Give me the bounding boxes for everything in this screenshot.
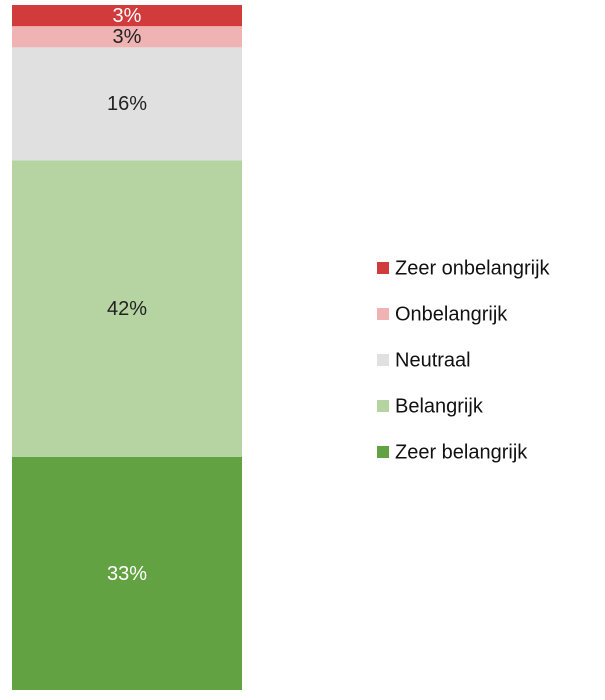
legend-text: Neutraal <box>395 349 471 371</box>
legend-swatch <box>377 400 389 412</box>
legend-swatch <box>377 262 389 274</box>
data-label: 3% <box>113 26 142 48</box>
legend-text: Onbelangrijk <box>395 303 508 325</box>
legend-swatch <box>377 446 389 458</box>
legend-text: Zeer belangrijk <box>395 441 528 463</box>
legend-swatch <box>377 308 389 320</box>
bar-segment <box>12 5 242 27</box>
data-label: 16% <box>107 93 147 115</box>
bar-segment <box>12 47 242 161</box>
legend-swatch <box>377 354 389 366</box>
bar-segment <box>12 160 242 457</box>
legend-text: Zeer onbelangrijk <box>395 257 551 279</box>
bar-segment <box>12 456 242 690</box>
data-label: 33% <box>107 563 147 585</box>
legend-text: Belangrijk <box>395 395 484 417</box>
data-label: 3% <box>113 5 142 27</box>
bar-segment <box>12 26 242 48</box>
data-label: 42% <box>107 298 147 320</box>
